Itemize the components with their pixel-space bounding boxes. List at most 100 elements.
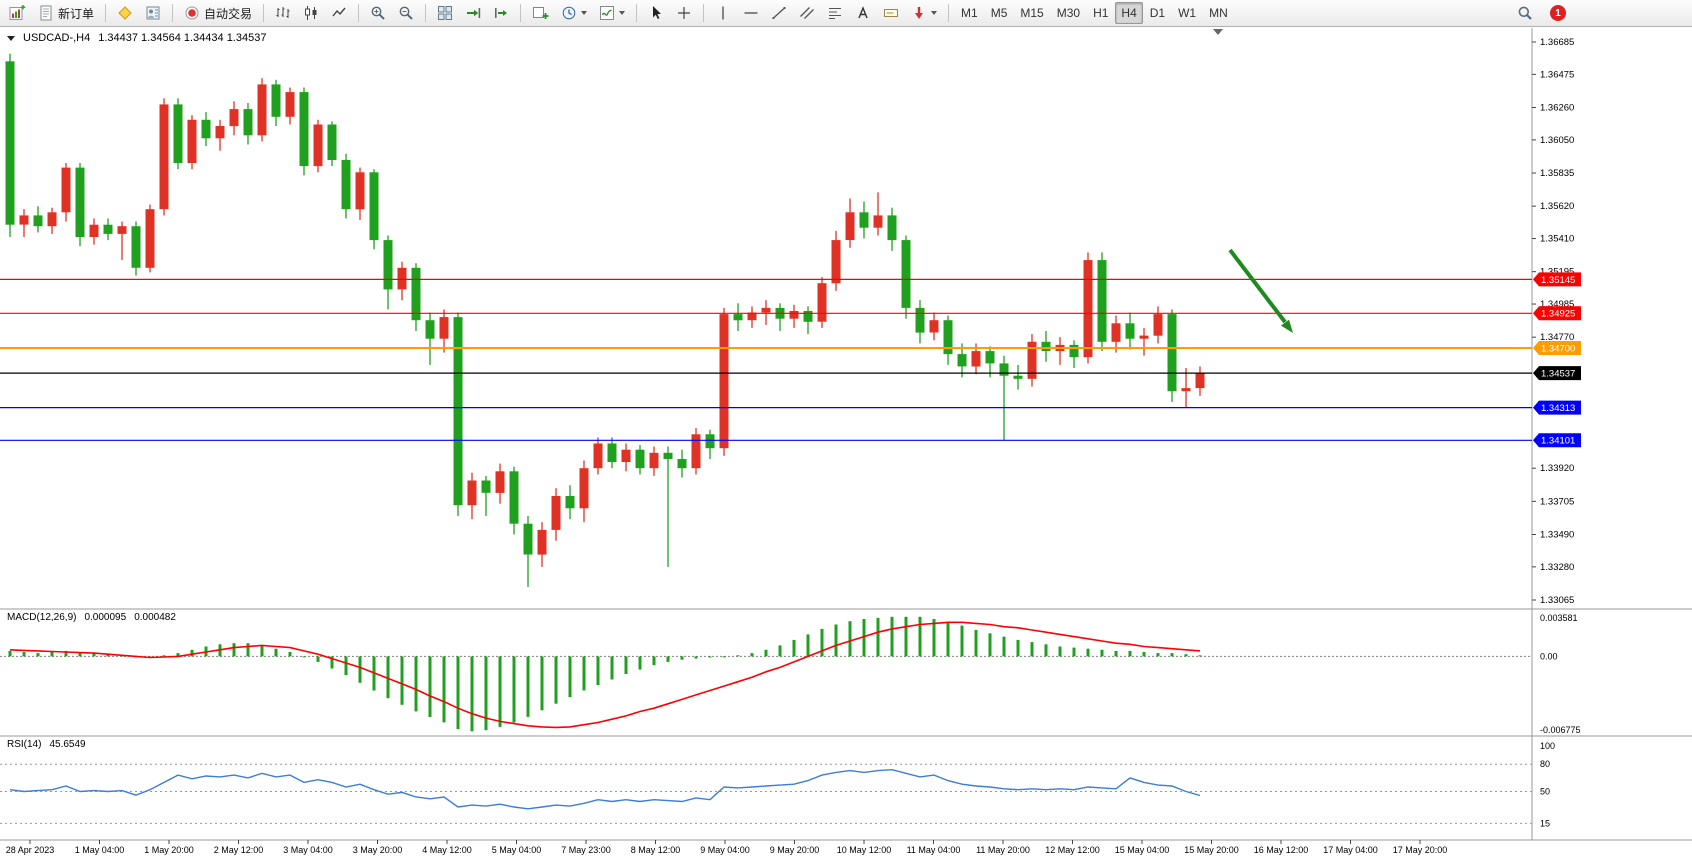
timeframe-m5-button[interactable]: M5	[985, 2, 1014, 24]
rsi-axis-label: 15	[1540, 818, 1550, 828]
text-button[interactable]	[850, 2, 876, 24]
macd-bar	[1086, 648, 1090, 657]
candle	[131, 226, 141, 268]
panel-divider[interactable]	[0, 734, 1692, 739]
candlestick-type-button[interactable]	[298, 2, 324, 24]
zoom-in-icon	[371, 6, 385, 20]
candle	[649, 452, 659, 469]
timeframe-d1-button[interactable]: D1	[1144, 2, 1171, 24]
horizontal-line-button[interactable]	[738, 2, 764, 24]
zoom-in-button[interactable]	[365, 2, 391, 24]
price-label-box	[1533, 366, 1581, 381]
search-button[interactable]	[1512, 2, 1538, 24]
macd-bar	[1072, 647, 1076, 657]
macd-axis-label: 0.003581	[1540, 613, 1578, 623]
price-axis-label: 1.35195	[1540, 267, 1574, 278]
timeframe-h4-button[interactable]: H4	[1115, 2, 1143, 24]
candle	[565, 496, 575, 509]
macd-value-1: 0.000095	[84, 612, 127, 623]
time-axis-label: 10 May 12:00	[837, 845, 892, 855]
time-axis-label: 8 May 12:00	[631, 845, 681, 855]
candle	[75, 167, 85, 237]
crosshair-button[interactable]	[671, 2, 697, 24]
candle	[1111, 323, 1121, 342]
notification-badge[interactable]: 1	[1550, 5, 1566, 21]
main-toolbar: 新订单 自动交易	[0, 0, 1692, 27]
chart-menu-icon[interactable]	[7, 35, 15, 41]
macd-bar	[890, 616, 894, 657]
candle	[453, 317, 463, 506]
macd-bar	[876, 617, 880, 657]
macd-bar	[778, 645, 782, 657]
timeframe-m30-button[interactable]: M30	[1051, 2, 1086, 24]
zoom-out-button[interactable]	[393, 2, 419, 24]
cursor-button[interactable]	[643, 2, 669, 24]
candle	[187, 119, 197, 163]
quotes-icon	[118, 6, 132, 20]
macd-bar	[498, 656, 502, 727]
new-order-button[interactable]: 新订单	[33, 2, 99, 24]
candle	[537, 529, 547, 555]
auto-scroll-button[interactable]	[460, 2, 486, 24]
candle	[89, 224, 99, 237]
price-label-box	[1533, 306, 1581, 321]
price-axis-label: 1.36050	[1540, 135, 1574, 146]
macd-bar	[330, 656, 334, 669]
toolbar-separator	[948, 4, 950, 22]
macd-bar	[540, 656, 544, 711]
chart-shift-button[interactable]	[488, 2, 514, 24]
toolbar-separator	[636, 4, 638, 22]
timeframe-m1-button[interactable]: M1	[955, 2, 984, 24]
time-axis[interactable]	[0, 840, 1692, 858]
candle	[523, 523, 533, 555]
macd-bar	[904, 616, 908, 657]
new-window-button[interactable]	[527, 2, 554, 24]
fibonacci-icon	[829, 8, 842, 19]
price-axis-label: 1.33490	[1540, 529, 1574, 540]
timeframe-m15-button[interactable]: M15	[1014, 2, 1049, 24]
chevron-down-icon	[931, 11, 938, 15]
timeframe-w1-button[interactable]: W1	[1172, 2, 1202, 24]
macd-bar	[1002, 636, 1006, 657]
macd-bar	[344, 656, 348, 676]
indicators-button[interactable]	[594, 2, 630, 24]
channel-icon	[800, 7, 814, 19]
new-chart-button[interactable]	[4, 2, 31, 24]
period-button[interactable]	[556, 2, 592, 24]
navigator-icon	[146, 6, 160, 20]
price-axis-label: 1.33705	[1540, 496, 1574, 507]
price-axis[interactable]	[1532, 28, 1692, 840]
arrow-tool-button[interactable]	[906, 2, 942, 24]
candle	[593, 443, 603, 469]
candle	[635, 449, 645, 469]
panel-divider[interactable]	[0, 607, 1692, 612]
candles-layer	[5, 53, 1205, 587]
price-axis-label: 1.36475	[1540, 69, 1574, 80]
macd-signal-line	[9, 621, 1201, 729]
candle	[145, 209, 155, 268]
vertical-line-button[interactable]	[710, 2, 736, 24]
time-axis-label: 7 May 23:00	[561, 845, 611, 855]
vertical-line-icon	[722, 6, 724, 20]
line-chart-type-button[interactable]	[326, 2, 352, 24]
chart-shift-marker[interactable]	[1213, 29, 1223, 35]
text-label-button[interactable]	[878, 2, 904, 24]
trendline-button[interactable]	[766, 2, 792, 24]
fibonacci-button[interactable]	[822, 2, 848, 24]
macd-bar	[316, 656, 320, 662]
auto-trading-button[interactable]: 自动交易	[179, 2, 257, 24]
price-label-text: 1.34925	[1541, 309, 1575, 320]
quotes-button[interactable]	[112, 2, 138, 24]
timeframe-mn-button[interactable]: MN	[1203, 2, 1234, 24]
arrow-annotation[interactable]	[1228, 248, 1287, 324]
search-icon	[1518, 6, 1532, 20]
macd-bar	[638, 656, 642, 670]
bar-chart-type-button[interactable]	[270, 2, 296, 24]
tile-windows-button[interactable]	[432, 2, 458, 24]
channel-button[interactable]	[794, 2, 820, 24]
candle	[201, 119, 211, 139]
time-axis-label: 28 Apr 2023	[6, 845, 55, 855]
timeframe-h1-button[interactable]: H1	[1087, 2, 1114, 24]
navigator-button[interactable]	[140, 2, 166, 24]
